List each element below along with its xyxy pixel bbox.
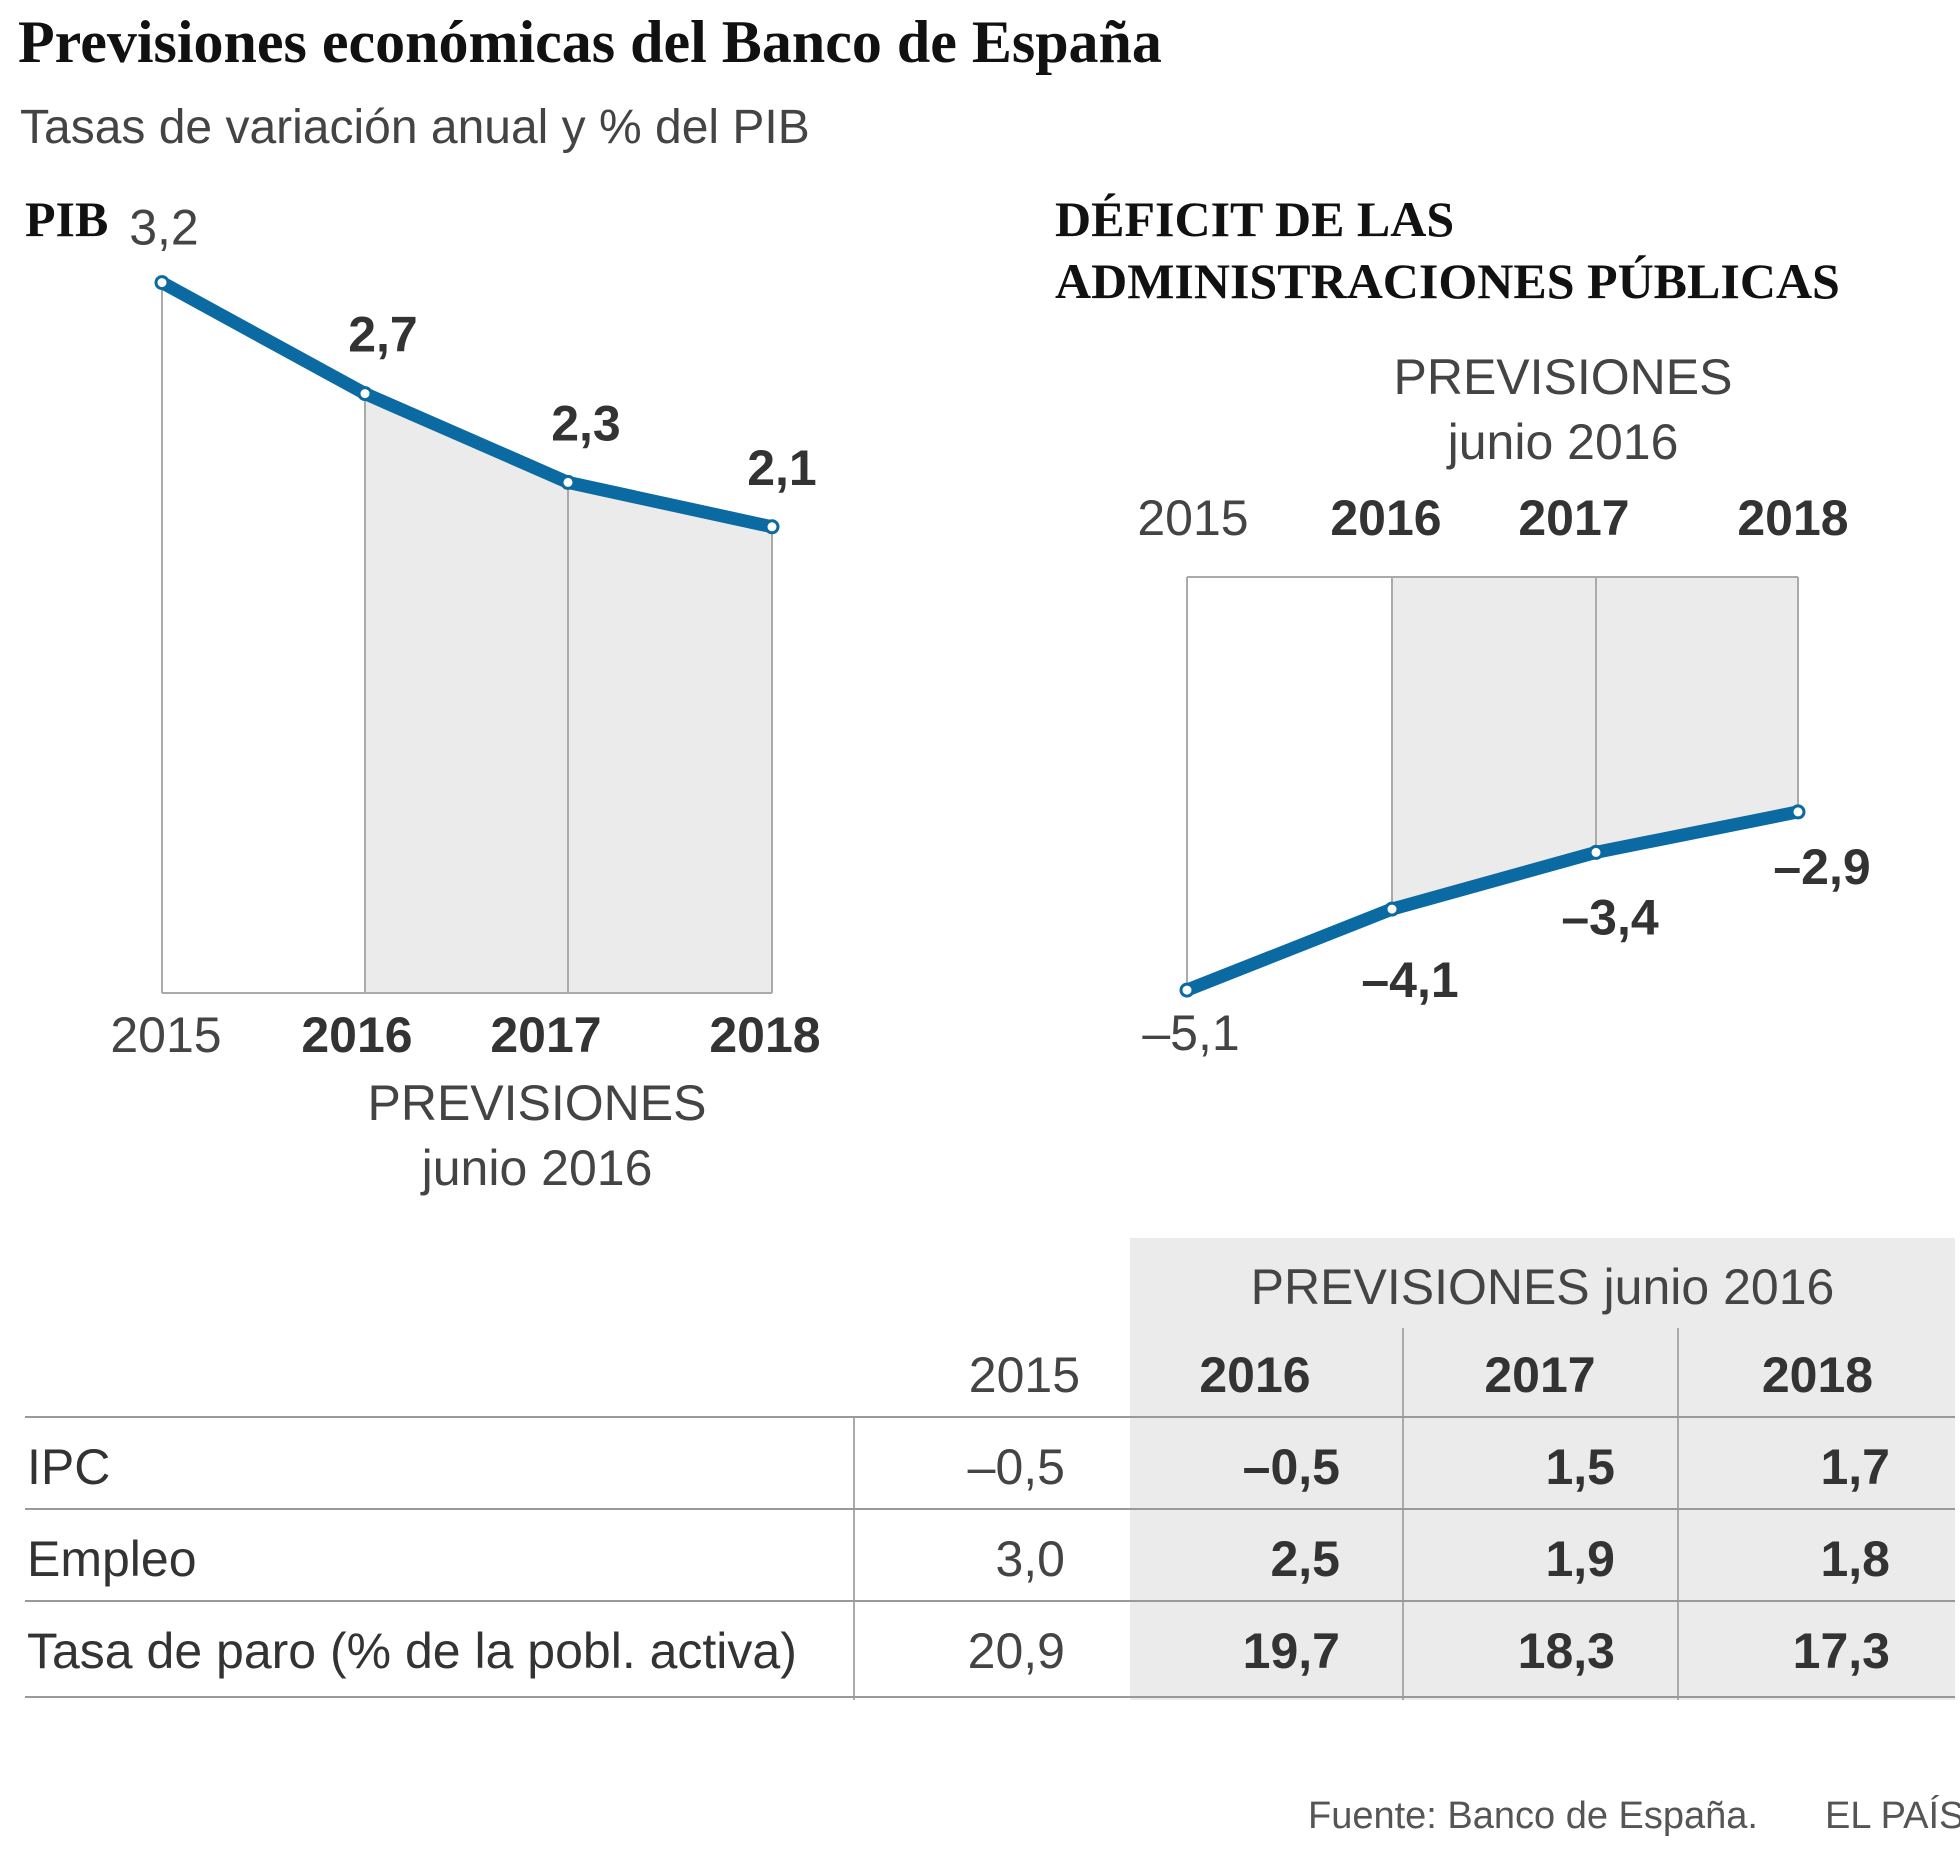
forecast-note: PREVISIONES — [1394, 349, 1733, 405]
x-tick-label: 2016 — [1330, 490, 1441, 546]
row-value-2017: 1,9 — [1545, 1531, 1615, 1587]
x-tick-label: 2015 — [110, 1007, 221, 1063]
x-tick-label: 2016 — [301, 1007, 412, 1063]
row-value-2018: 17,3 — [1792, 1623, 1890, 1679]
table-forecast-header: PREVISIONES junio 2016 — [1250, 1259, 1835, 1315]
col-divider — [1402, 1328, 1404, 1700]
row-label: Empleo — [27, 1531, 197, 1587]
deficit-title-line-1: DÉFICIT DE LAS — [1055, 191, 1455, 247]
deficit-title-line-2: ADMINISTRACIONES PÚBLICAS — [1055, 253, 1840, 309]
forecast-note: junio 2016 — [1446, 414, 1679, 470]
deficit-series-line — [1180, 805, 1805, 997]
brand-label: EL PAÍS — [1825, 1795, 1960, 1837]
pib-chart-title: PIB — [25, 191, 109, 247]
x-tick-label: 2018 — [709, 1007, 820, 1063]
table-rule — [25, 1508, 1955, 1510]
forecast-table: PREVISIONES junio 2016 2015 2016 2017 20… — [25, 1238, 1955, 1703]
table-rule — [25, 1416, 1955, 1418]
data-point — [357, 386, 373, 402]
data-point — [764, 519, 780, 535]
pib-series-line — [155, 276, 779, 534]
deficit-chart: –5,1 –4,1 –3,4 –2,9 2015 2016 2017 2018 PREVISIO… — [1137, 349, 1870, 1061]
row-value-2018: 1,8 — [1820, 1531, 1890, 1587]
table-col-2015: 2015 — [968, 1347, 1080, 1403]
x-tick-label: 2018 — [1737, 490, 1848, 546]
row-value-2017: 1,5 — [1545, 1439, 1615, 1495]
value-label: –3,4 — [1561, 889, 1659, 945]
value-label: –4,1 — [1361, 952, 1458, 1008]
row-value-2015: –0,5 — [967, 1439, 1065, 1495]
row-value-2018: 1,7 — [1820, 1439, 1890, 1495]
table-col-2017: 2017 — [1484, 1347, 1596, 1403]
row-value-2016: 19,7 — [1242, 1623, 1340, 1679]
deficit-chart-title: DÉFICIT DE LAS ADMINISTRACIONES PÚBLICAS — [1055, 188, 1840, 312]
row-value-2016: 2,5 — [1270, 1531, 1340, 1587]
row-value-2017: 18,3 — [1517, 1623, 1615, 1679]
row-value-2016: –0,5 — [1242, 1439, 1340, 1495]
value-label: –2,9 — [1773, 839, 1870, 895]
col-divider — [853, 1416, 855, 1700]
source-note: Fuente: Banco de España. — [1308, 1795, 1758, 1837]
row-value-2015: 20,9 — [967, 1623, 1065, 1679]
forecast-note: junio 2016 — [420, 1140, 653, 1196]
table-col-2018: 2018 — [1761, 1347, 1874, 1403]
row-value-2015: 3,0 — [995, 1531, 1065, 1587]
value-label: 2,3 — [551, 395, 621, 451]
value-label: 3,2 — [129, 200, 199, 256]
row-label: Tasa de paro (% de la pobl. activa) — [27, 1623, 797, 1679]
table-col-2016: 2016 — [1199, 1347, 1311, 1403]
row-label: IPC — [27, 1439, 111, 1495]
x-tick-label: 2015 — [1137, 490, 1248, 546]
data-point — [1179, 982, 1195, 998]
data-point — [154, 275, 170, 291]
page-title: Previsiones económicas del Banco de Espa… — [18, 9, 1162, 75]
data-point — [1384, 901, 1400, 917]
x-tick-label: 2017 — [490, 1007, 601, 1063]
col-divider — [1677, 1328, 1679, 1700]
x-tick-label: 2017 — [1518, 490, 1629, 546]
table-rule — [25, 1600, 1955, 1602]
data-point — [1790, 804, 1806, 820]
value-label: 2,1 — [747, 440, 817, 496]
table-rule — [25, 1696, 1955, 1698]
data-point — [1588, 844, 1604, 860]
page-subtitle: Tasas de variación anual y % del PIB — [20, 101, 810, 154]
data-point — [560, 474, 576, 490]
value-label: 2,7 — [348, 307, 418, 363]
value-label: –5,1 — [1142, 1005, 1239, 1061]
forecast-note: PREVISIONES — [368, 1075, 707, 1131]
forecast-shade — [1130, 1238, 1955, 1700]
